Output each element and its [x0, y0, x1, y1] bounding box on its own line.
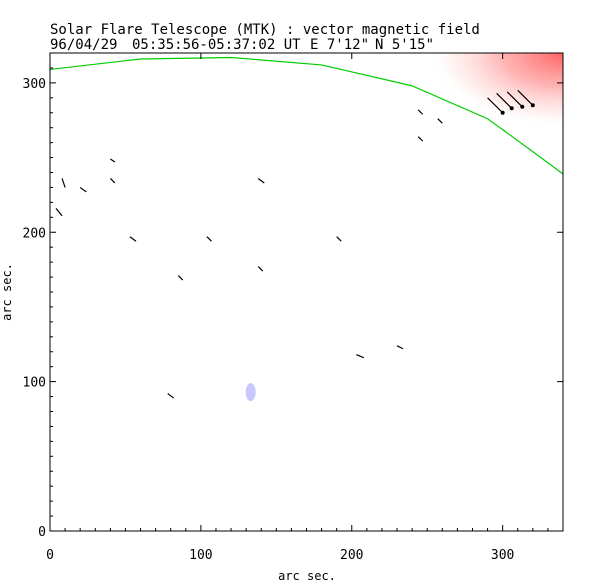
field-vector: [257, 177, 265, 184]
y-tick-label: 300: [23, 77, 46, 92]
x-tick-label: 300: [491, 548, 514, 563]
chart-subtitle-date: 96/04/29: [50, 37, 117, 53]
chart-subtitle-time-range: 05:35:56-05:37:02 UT: [132, 37, 301, 53]
chart-subtitle-lat: N 5'15": [375, 37, 434, 53]
field-vector: [129, 236, 137, 242]
field-vector: [79, 186, 87, 193]
field-vector: [437, 118, 443, 124]
field-vector: [396, 345, 404, 350]
field-vector: [55, 207, 63, 217]
chart-title: Solar Flare Telescope (MTK) : vector mag…: [50, 22, 480, 38]
x-tick-label: 200: [340, 548, 363, 563]
y-tick-label: 0: [38, 525, 46, 540]
field-vector: [61, 178, 66, 188]
y-tick-label: 200: [23, 226, 46, 241]
x-axis-label: arc sec.: [278, 569, 336, 583]
field-vector-head: [500, 110, 505, 115]
field-vector: [356, 354, 365, 359]
y-tick-label: 100: [23, 376, 46, 391]
field-vector: [417, 136, 424, 142]
field-vector-head: [509, 106, 514, 111]
field-vector-head: [520, 104, 525, 109]
field-vector: [517, 89, 534, 106]
field-vector: [109, 178, 116, 184]
field-vector-head: [530, 103, 535, 108]
blue-flux-region: [245, 383, 256, 402]
x-tick-label: 100: [189, 548, 212, 563]
field-vector: [336, 236, 342, 242]
field-vector: [177, 275, 184, 281]
vector-field: [55, 89, 535, 399]
field-vector: [506, 91, 523, 108]
field-vector: [417, 109, 424, 115]
y-axis-ticks: 0 100 200 300: [23, 67, 563, 540]
x-axis-ticks: 0 100 200 300: [46, 53, 549, 563]
field-vector: [257, 266, 264, 272]
chart-subtitle-lon: E 7'12": [310, 37, 369, 53]
field-vector: [487, 97, 504, 114]
field-vector: [206, 236, 212, 242]
field-vector: [110, 158, 116, 163]
x-tick-label: 0: [46, 548, 54, 563]
solar-limb-curve: [50, 56, 563, 175]
field-vector: [167, 393, 175, 399]
y-axis-label: arc sec.: [0, 263, 14, 321]
field-vector: [496, 92, 513, 109]
red-flux-region: [428, 53, 563, 128]
